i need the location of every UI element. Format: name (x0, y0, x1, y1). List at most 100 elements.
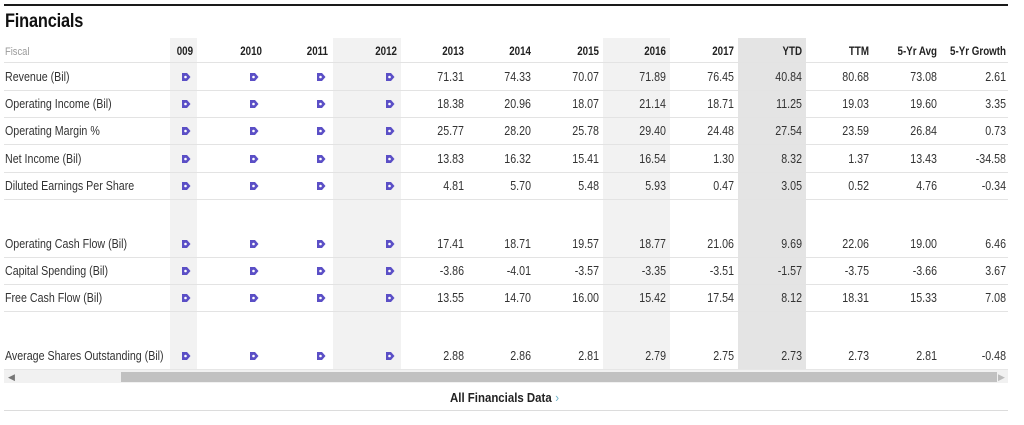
table-cell: 2.79 (645, 348, 666, 363)
column-header: 2012 (375, 46, 397, 58)
table-cell: 14.70 (504, 290, 531, 305)
premium-data-icon[interactable] (385, 351, 395, 361)
table-cell: -3.51 (709, 263, 734, 278)
premium-data-icon[interactable] (181, 154, 191, 164)
premium-data-icon[interactable] (249, 126, 259, 136)
table-cell: 71.31 (437, 69, 464, 84)
table-cell: 19.57 (572, 236, 599, 251)
premium-data-icon[interactable] (249, 181, 259, 191)
table-cell: 18.71 (707, 96, 734, 111)
premium-data-icon[interactable] (385, 154, 395, 164)
premium-data-icon[interactable] (316, 351, 326, 361)
premium-data-icon[interactable] (316, 154, 326, 164)
table-cell: 40.84 (775, 69, 802, 84)
row-divider (4, 172, 1008, 173)
table-cell: 19.03 (842, 96, 869, 111)
row-divider (4, 90, 1008, 91)
scroll-right-icon[interactable]: ▶ (998, 372, 1005, 382)
table-cell: 5.93 (645, 178, 666, 193)
premium-data-icon[interactable] (316, 266, 326, 276)
table-cell: 8.12 (781, 290, 802, 305)
table-cell: 22.06 (842, 236, 869, 251)
table-cell: 5.70 (510, 178, 531, 193)
table-cell: 18.31 (842, 290, 869, 305)
row-label: Capital Spending (Bil) (5, 263, 109, 278)
table-cell: 2.88 (443, 348, 464, 363)
premium-data-icon[interactable] (316, 99, 326, 109)
table-cell: 80.68 (842, 69, 869, 84)
horizontal-scrollbar[interactable]: ◀ ▶ (4, 369, 1008, 383)
row-divider (4, 117, 1008, 118)
column-header: 5-Yr Avg (897, 46, 937, 58)
premium-data-icon[interactable] (316, 72, 326, 82)
table-cell: 2.81 (578, 348, 599, 363)
table-cell: 11.25 (776, 96, 802, 111)
column-shade (333, 38, 401, 370)
column-header: TTM (848, 46, 869, 58)
row-label: Operating Cash Flow (Bil) (5, 236, 128, 251)
row-label: Revenue (Bil) (5, 69, 70, 84)
table-cell: 76.45 (707, 69, 734, 84)
premium-data-icon[interactable] (249, 99, 259, 109)
premium-data-icon[interactable] (249, 239, 259, 249)
table-cell: 25.77 (437, 123, 464, 138)
table-cell: -34.58 (975, 151, 1006, 166)
premium-data-icon[interactable] (181, 181, 191, 191)
table-cell: 1.30 (713, 151, 734, 166)
premium-data-icon[interactable] (249, 154, 259, 164)
row-divider (4, 257, 1008, 258)
premium-data-icon[interactable] (181, 351, 191, 361)
premium-data-icon[interactable] (181, 266, 191, 276)
premium-data-icon[interactable] (249, 266, 259, 276)
column-header: 2017 (712, 46, 734, 58)
table-cell: 71.89 (639, 69, 666, 84)
premium-data-icon[interactable] (385, 99, 395, 109)
all-financials-data-link[interactable]: All Financials Data › (450, 390, 559, 405)
premium-data-icon[interactable] (181, 99, 191, 109)
table-cell: 2.81 (916, 348, 937, 363)
table-cell: 24.48 (707, 123, 734, 138)
premium-data-icon[interactable] (385, 266, 395, 276)
table-cell: 5.48 (578, 178, 599, 193)
row-divider (4, 62, 1008, 63)
premium-data-icon[interactable] (181, 239, 191, 249)
table-cell: 73.08 (910, 69, 937, 84)
premium-data-icon[interactable] (249, 351, 259, 361)
table-cell: 74.33 (504, 69, 531, 84)
premium-data-icon[interactable] (249, 293, 259, 303)
premium-data-icon[interactable] (316, 126, 326, 136)
scrollbar-thumb[interactable] (121, 372, 997, 382)
premium-data-icon[interactable] (249, 72, 259, 82)
premium-data-icon[interactable] (316, 239, 326, 249)
premium-data-icon[interactable] (181, 126, 191, 136)
premium-data-icon[interactable] (316, 181, 326, 191)
premium-data-icon[interactable] (385, 239, 395, 249)
column-header: 2015 (577, 46, 599, 58)
table-cell: 18.71 (504, 236, 531, 251)
premium-data-icon[interactable] (385, 181, 395, 191)
column-header: 2013 (442, 46, 464, 58)
premium-data-icon[interactable] (385, 126, 395, 136)
premium-data-icon[interactable] (385, 293, 395, 303)
table-cell: 29.40 (639, 123, 666, 138)
premium-data-icon[interactable] (181, 293, 191, 303)
table-cell: 25.78 (572, 123, 599, 138)
table-cell: 21.14 (639, 96, 666, 111)
column-header: 2011 (306, 46, 328, 58)
row-label: Net Income (Bil) (5, 151, 82, 166)
table-cell: 9.69 (781, 236, 802, 251)
table-cell: 13.43 (910, 151, 937, 166)
scroll-left-icon[interactable]: ◀ (8, 372, 15, 382)
premium-data-icon[interactable] (181, 72, 191, 82)
premium-data-icon[interactable] (316, 293, 326, 303)
table-cell: 3.67 (985, 263, 1006, 278)
table-cell: 0.47 (713, 178, 734, 193)
table-cell: 3.05 (781, 178, 802, 193)
column-header: 5-Yr Growth (950, 46, 1006, 58)
row-label: Operating Margin % (5, 123, 100, 138)
row-label: Free Cash Flow (Bil) (5, 290, 103, 305)
table-cell: 0.52 (848, 178, 869, 193)
table-cell: -0.48 (981, 348, 1006, 363)
premium-data-icon[interactable] (385, 72, 395, 82)
table-cell: 4.81 (443, 178, 464, 193)
